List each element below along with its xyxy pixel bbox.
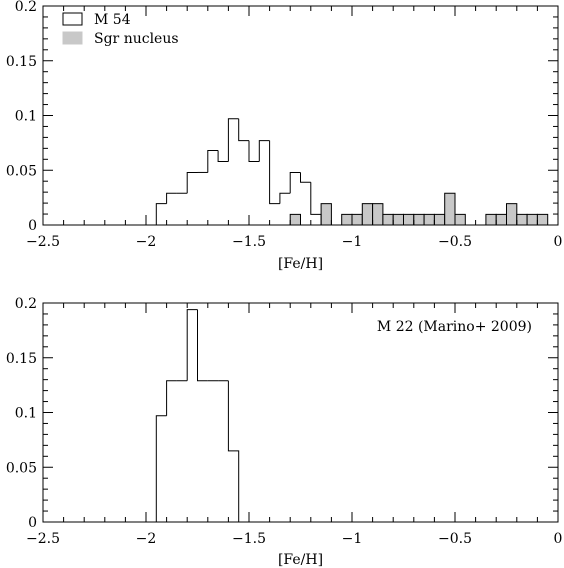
panel-annotation: M 22 (Marino+ 2009): [377, 319, 532, 335]
x-tick-label: −1: [342, 531, 363, 547]
series-0-group: [155, 118, 322, 225]
y-tick-label: 0.15: [6, 54, 37, 70]
legend-swatch: [62, 12, 83, 26]
plot-frame: [42, 302, 559, 523]
x-axis-label: [Fe/H]: [278, 256, 323, 272]
histogram-step: [186, 171, 198, 194]
x-tick-label: −2.5: [26, 234, 60, 250]
y-tick-label: 0.1: [15, 406, 37, 422]
bottom-panel: −2.5 −2 −1.5 −1 −0.5 0 0 0.05 0.1 0.15 0.2 [Fe/H] M …: [6, 296, 563, 568]
histogram-bar: [506, 203, 518, 226]
histogram-step: [197, 309, 208, 382]
x-tick-label: 0: [554, 531, 563, 547]
y-tick-label: 0.2: [15, 0, 37, 15]
histogram-step: [279, 192, 291, 204]
x-tick-label: −1.5: [232, 531, 266, 547]
x-tick-label: −2: [136, 531, 157, 547]
histogram-bar: [413, 213, 425, 226]
histogram-step: [155, 415, 167, 522]
histogram-step: [238, 118, 249, 142]
histogram-step: [217, 150, 229, 162]
x-tick-label: −2.5: [26, 531, 60, 547]
x-tick-label: −0.5: [438, 531, 472, 547]
histogram-bar: [289, 213, 302, 226]
histogram-bar: [372, 203, 384, 226]
histogram-bar: [516, 213, 528, 226]
x-tick-label: −0.5: [438, 234, 472, 250]
histogram-bar: [382, 213, 394, 226]
x-tick-label: 0: [554, 234, 563, 250]
histogram-bar: [454, 213, 466, 226]
y-tick-label: 0: [28, 515, 37, 531]
histogram-step: [227, 118, 239, 162]
y-tick-label: 0.05: [6, 163, 37, 179]
histogram-bar: [536, 213, 549, 226]
legend-label: M 54: [94, 12, 131, 28]
histogram-step: [248, 140, 260, 162]
legend-label: Sgr nucleus: [94, 31, 179, 47]
series-1-group: [289, 192, 549, 226]
histogram-step: [186, 309, 198, 381]
histogram-bar: [361, 203, 374, 226]
y-tick-label: 0.2: [15, 296, 37, 312]
x-tick-label: −2: [136, 234, 157, 250]
x-axis-label: [Fe/H]: [278, 552, 323, 568]
histogram-step: [310, 182, 322, 225]
y-tick-label: 0.15: [6, 351, 37, 367]
legend: M 54 Sgr nucleus: [62, 12, 179, 47]
y-tick-label: 0: [28, 218, 37, 234]
histogram-bar: [341, 213, 353, 226]
x-tick-label: −1.5: [232, 234, 266, 250]
histogram-bar: [485, 213, 497, 226]
histogram-bar: [526, 213, 538, 226]
histogram-bar: [444, 192, 456, 226]
histogram-bar: [320, 203, 332, 226]
top-panel: −2.5 −2 −1.5 −1 −0.5 0 0 0.05 0.1 0.15 0.2 [Fe/H] M …: [6, 0, 563, 272]
histogram-step: [300, 172, 311, 183]
legend-swatch: [62, 31, 83, 45]
y-tick-label: 0.1: [15, 109, 37, 125]
histogram-bar: [433, 213, 446, 226]
histogram-step: [289, 171, 301, 194]
histogram-step: [166, 380, 177, 416]
histogram-step: [269, 140, 280, 205]
histogram-bar: [495, 213, 508, 226]
histogram-step: [258, 140, 270, 162]
histogram-bar: [392, 213, 405, 226]
histogram-bar: [351, 213, 363, 226]
x-tick-label: −1: [342, 234, 363, 250]
histogram-step: [227, 380, 240, 522]
histogram-step: [166, 192, 177, 204]
histogram-bar: [403, 213, 415, 226]
histogram-step: [155, 203, 167, 225]
histogram-bar: [423, 213, 435, 226]
y-tick-label: 0.05: [6, 460, 37, 476]
histogram-step: [207, 150, 219, 173]
series-0-group: [155, 309, 240, 522]
